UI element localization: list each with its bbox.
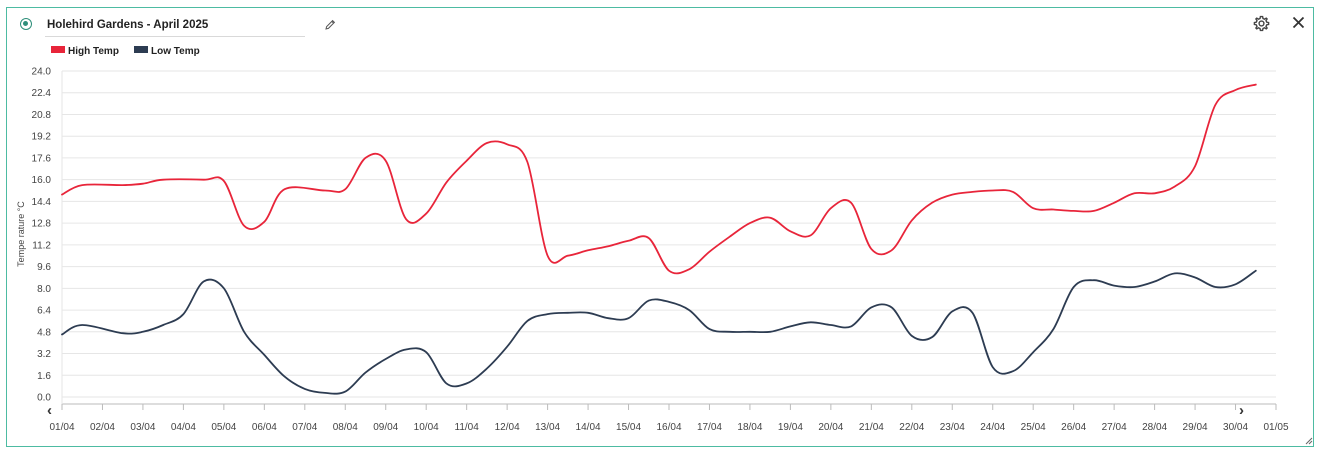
resize-handle-icon[interactable] — [1305, 437, 1313, 445]
close-icon[interactable] — [1291, 15, 1306, 30]
y-tick-label: 6.4 — [37, 306, 51, 317]
x-tick-label: 12/04 — [495, 422, 520, 433]
x-tick-label: 03/04 — [130, 422, 155, 433]
series-line-high-temp — [61, 83, 1257, 275]
x-tick-label: 24/04 — [980, 422, 1005, 433]
chart-title-field[interactable]: Holehird Gardens - April 2025 — [45, 14, 305, 37]
status-radio-icon[interactable] — [20, 18, 32, 30]
x-tick-label: 15/04 — [616, 422, 641, 433]
x-tick-label: 26/04 — [1061, 422, 1086, 433]
y-tick-label: 20.8 — [32, 110, 52, 121]
x-tick-label: 16/04 — [656, 422, 681, 433]
x-tick-label: 27/04 — [1102, 422, 1127, 433]
legend-label-low-temp: Low Temp — [151, 46, 200, 57]
x-tick-label: 01/04 — [49, 422, 74, 433]
y-tick-label: 9.6 — [37, 262, 51, 273]
x-tick-label: 11/04 — [455, 422, 480, 433]
legend-swatch-high-temp — [51, 46, 65, 53]
y-tick-label: 11.2 — [32, 240, 51, 251]
x-tick-label: 10/04 — [414, 422, 439, 433]
legend-item-high-temp[interactable]: High Temp — [51, 45, 119, 58]
y-tick-label: 0.0 — [37, 393, 51, 404]
y-tick-label: 22.4 — [32, 88, 52, 99]
x-tick-label: 19/04 — [778, 422, 803, 433]
y-tick-label: 3.2 — [37, 349, 51, 360]
x-tick-label: 14/04 — [576, 422, 601, 433]
x-tick-label: 18/04 — [737, 422, 762, 433]
x-tick-label: 06/04 — [252, 422, 277, 433]
x-tick-label: 20/04 — [818, 422, 843, 433]
x-tick-label: 05/04 — [211, 422, 236, 433]
x-tick-label: 09/04 — [373, 422, 398, 433]
y-tick-label: 8.0 — [37, 284, 51, 295]
chart-panel — [6, 7, 1314, 447]
x-tick-label: 21/04 — [859, 422, 884, 433]
y-tick-label: 16.0 — [32, 175, 52, 186]
y-tick-label: 1.6 — [37, 371, 51, 382]
legend-label-high-temp: High Temp — [68, 46, 119, 57]
x-tick-label: 22/04 — [899, 422, 924, 433]
series-line-low-temp — [61, 269, 1257, 395]
y-tick-label: 19.2 — [32, 132, 52, 143]
x-tick-label: 04/04 — [171, 422, 196, 433]
y-tick-label: 17.6 — [32, 153, 52, 164]
scroll-right-arrow-icon[interactable]: › — [1239, 402, 1244, 419]
x-tick-label: 08/04 — [333, 422, 358, 433]
x-tick-label: 17/04 — [697, 422, 722, 433]
scroll-left-arrow-icon[interactable]: ‹ — [47, 402, 52, 419]
legend-swatch-low-temp — [134, 46, 148, 53]
x-tick-label: 01/05 — [1263, 422, 1288, 433]
x-tick-label: 29/04 — [1183, 422, 1208, 433]
gear-icon[interactable] — [1253, 15, 1270, 32]
y-tick-label: 12.8 — [32, 219, 52, 230]
y-tick-label: 4.8 — [37, 327, 51, 338]
x-tick-label: 07/04 — [292, 422, 317, 433]
pencil-icon[interactable] — [323, 18, 337, 32]
legend-item-low-temp[interactable]: Low Temp — [134, 45, 200, 58]
x-tick-label: 13/04 — [535, 422, 560, 433]
x-tick-label: 30/04 — [1223, 422, 1248, 433]
x-tick-label: 02/04 — [90, 422, 115, 433]
y-tick-label: 24.0 — [32, 67, 52, 78]
y-tick-label: 14.4 — [32, 197, 52, 208]
x-tick-label: 23/04 — [940, 422, 965, 433]
x-tick-label: 28/04 — [1142, 422, 1167, 433]
x-tick-label: 25/04 — [1021, 422, 1046, 433]
